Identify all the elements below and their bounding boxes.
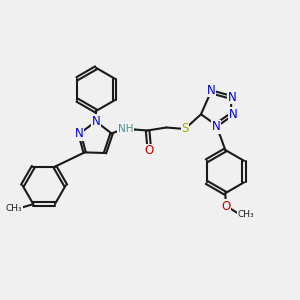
- Text: N: N: [212, 120, 221, 133]
- Text: S: S: [181, 122, 188, 136]
- Text: N: N: [92, 115, 100, 128]
- Text: N: N: [75, 127, 84, 140]
- Text: O: O: [221, 200, 230, 213]
- Text: N: N: [228, 91, 237, 104]
- Text: N: N: [206, 84, 215, 97]
- Text: CH₃: CH₃: [5, 204, 22, 213]
- Text: NH: NH: [118, 124, 133, 134]
- Text: N: N: [229, 108, 238, 121]
- Text: CH₃: CH₃: [238, 210, 254, 219]
- Text: O: O: [145, 144, 154, 157]
